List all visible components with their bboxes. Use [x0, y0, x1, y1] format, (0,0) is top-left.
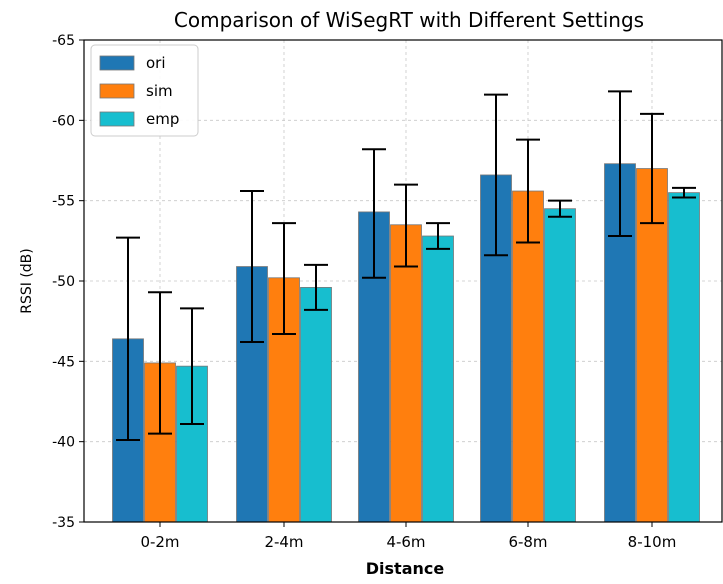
y-tick-label: -35 — [52, 515, 75, 531]
legend-swatch-emp — [99, 111, 135, 127]
legend-label-emp: emp — [146, 110, 179, 128]
y-axis: -65 -60 -55 -50 -45 -40 -35 — [52, 33, 84, 531]
x-tick-label: 8-10m — [628, 533, 677, 551]
y-tick-label: -55 — [52, 194, 75, 210]
bar-sim-6-8m — [512, 190, 544, 523]
x-tick-label: 0-2m — [140, 533, 179, 551]
bar-emp-4-6m — [422, 235, 454, 523]
chart-title: Comparison of WiSegRT with Different Set… — [174, 8, 644, 32]
x-axis-label: Distance — [366, 559, 445, 578]
y-tick-label: -50 — [52, 274, 75, 290]
y-tick-label: -40 — [52, 435, 75, 451]
bar-sim-4-6m — [390, 224, 422, 523]
legend: ori sim emp — [90, 44, 199, 137]
bar-emp-8-10m — [668, 192, 700, 523]
legend-swatch-sim — [99, 83, 135, 99]
x-tick-label: 6-8m — [508, 533, 547, 551]
bar-emp-2-4m — [300, 287, 332, 523]
legend-swatch-ori — [99, 55, 135, 71]
x-tick-label: 2-4m — [264, 533, 303, 551]
y-tick-label: -60 — [52, 113, 75, 129]
bar-emp-6-8m — [544, 208, 576, 523]
y-tick-label: -45 — [52, 354, 75, 370]
legend-label-ori: ori — [146, 54, 166, 72]
x-axis: 0-2m 2-4m 4-6m 6-8m 8-10m — [140, 522, 676, 551]
bar-sim-8-10m — [636, 168, 668, 523]
y-axis-label: RSSI (dB) — [19, 248, 35, 314]
legend-label-sim: sim — [146, 82, 173, 100]
y-tick-label: -65 — [52, 33, 75, 49]
x-tick-label: 4-6m — [386, 533, 425, 551]
error-bars-layer — [116, 90, 696, 442]
